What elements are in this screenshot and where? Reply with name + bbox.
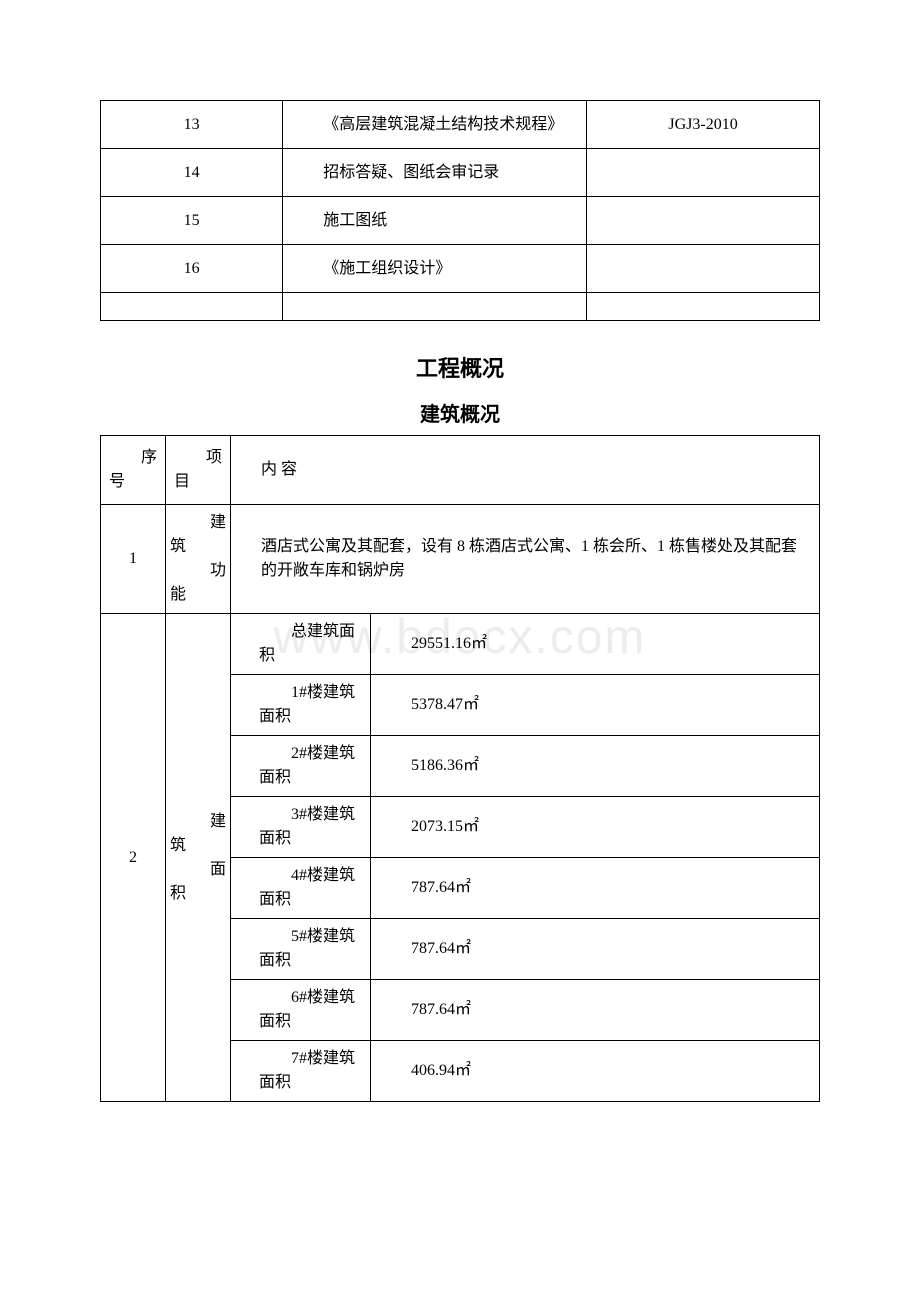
overview-table: 序 号 项 目 内 容 1 建 筑 功 能 酒店式公寓及其配套，设有 8 栋酒店… <box>100 435 820 1102</box>
label-text: 5#楼建筑面积 <box>259 928 355 969</box>
row-code <box>587 197 820 245</box>
area-value: 29551.16㎡ <box>371 614 820 675</box>
header-content: 内 容 <box>231 436 820 505</box>
item-char: 筑 <box>170 834 226 858</box>
area-value: 2073.15㎡ <box>371 797 820 858</box>
row-number: 15 <box>101 197 283 245</box>
item-char: 建 <box>170 511 226 535</box>
area-value: 406.94㎡ <box>371 1041 820 1102</box>
table-row: 2 建 筑 面 积 总建筑面积 29551.16㎡ <box>101 614 820 675</box>
header-label: 项 <box>174 446 222 470</box>
label-text: 2#楼建筑面积 <box>259 745 355 786</box>
document-page: 13 《高层建筑混凝土结构技术规程》 JGJ3-2010 14 招标答疑、图纸会… <box>0 0 920 1162</box>
area-label: 总建筑面积 <box>231 614 371 675</box>
row-code <box>587 149 820 197</box>
label-text: 1#楼建筑面积 <box>259 684 355 725</box>
table-row: 16 《施工组织设计》 <box>101 245 820 293</box>
row-title: 《高层建筑混凝土结构技术规程》 <box>283 101 587 149</box>
table-row: 14 招标答疑、图纸会审记录 <box>101 149 820 197</box>
section-heading: 工程概况 <box>100 351 820 383</box>
area-value: 787.64㎡ <box>371 858 820 919</box>
header-seq: 序 号 <box>101 436 166 505</box>
table-empty-row <box>101 293 820 321</box>
table-header-row: 序 号 项 目 内 容 <box>101 436 820 505</box>
row-item: 建 筑 功 能 <box>166 505 231 614</box>
area-label: 3#楼建筑面积 <box>231 797 371 858</box>
area-label: 2#楼建筑面积 <box>231 736 371 797</box>
label-text: 7#楼建筑面积 <box>259 1050 355 1091</box>
label-text: 6#楼建筑面积 <box>259 989 355 1030</box>
row-item: 建 筑 面 积 <box>166 614 231 1102</box>
area-value: 787.64㎡ <box>371 919 820 980</box>
label-text: 3#楼建筑面积 <box>259 806 355 847</box>
header-item: 项 目 <box>166 436 231 505</box>
row-content: 酒店式公寓及其配套，设有 8 栋酒店式公寓、1 栋会所、1 栋售楼处及其配套的开… <box>231 505 820 614</box>
item-char: 筑 <box>170 535 226 559</box>
row-title: 施工图纸 <box>283 197 587 245</box>
table-row: 1 建 筑 功 能 酒店式公寓及其配套，设有 8 栋酒店式公寓、1 栋会所、1 … <box>101 505 820 614</box>
table-row: 15 施工图纸 <box>101 197 820 245</box>
area-label: 1#楼建筑面积 <box>231 675 371 736</box>
area-label: 7#楼建筑面积 <box>231 1041 371 1102</box>
row-number: 16 <box>101 245 283 293</box>
header-value: 目 <box>174 470 222 494</box>
row-number: 2 <box>101 614 166 1102</box>
row-title: 招标答疑、图纸会审记录 <box>283 149 587 197</box>
empty-cell <box>587 293 820 321</box>
area-label: 4#楼建筑面积 <box>231 858 371 919</box>
area-value: 5186.36㎡ <box>371 736 820 797</box>
num-value: 1 <box>129 550 137 567</box>
table-row: 13 《高层建筑混凝土结构技术规程》 JGJ3-2010 <box>101 101 820 149</box>
empty-cell <box>101 293 283 321</box>
row-title: 《施工组织设计》 <box>283 245 587 293</box>
label-text: 4#楼建筑面积 <box>259 867 355 908</box>
row-number: 13 <box>101 101 283 149</box>
label-text: 总建筑面积 <box>259 623 355 664</box>
num-value: 2 <box>129 849 137 866</box>
subsection-heading: 建筑概况 <box>100 398 820 427</box>
item-char: 积 <box>170 882 226 906</box>
area-label: 5#楼建筑面积 <box>231 919 371 980</box>
row-number: 1 <box>101 505 166 614</box>
item-char: 功 <box>170 559 226 583</box>
item-char: 能 <box>170 583 226 607</box>
row-code <box>587 245 820 293</box>
item-char: 面 <box>170 858 226 882</box>
area-label: 6#楼建筑面积 <box>231 980 371 1041</box>
row-number: 14 <box>101 149 283 197</box>
area-value: 787.64㎡ <box>371 980 820 1041</box>
header-value: 号 <box>109 470 157 494</box>
item-char: 建 <box>170 810 226 834</box>
row-code: JGJ3-2010 <box>587 101 820 149</box>
empty-cell <box>283 293 587 321</box>
standards-table: 13 《高层建筑混凝土结构技术规程》 JGJ3-2010 14 招标答疑、图纸会… <box>100 100 820 321</box>
area-value: 5378.47㎡ <box>371 675 820 736</box>
header-label: 序 <box>109 446 157 470</box>
